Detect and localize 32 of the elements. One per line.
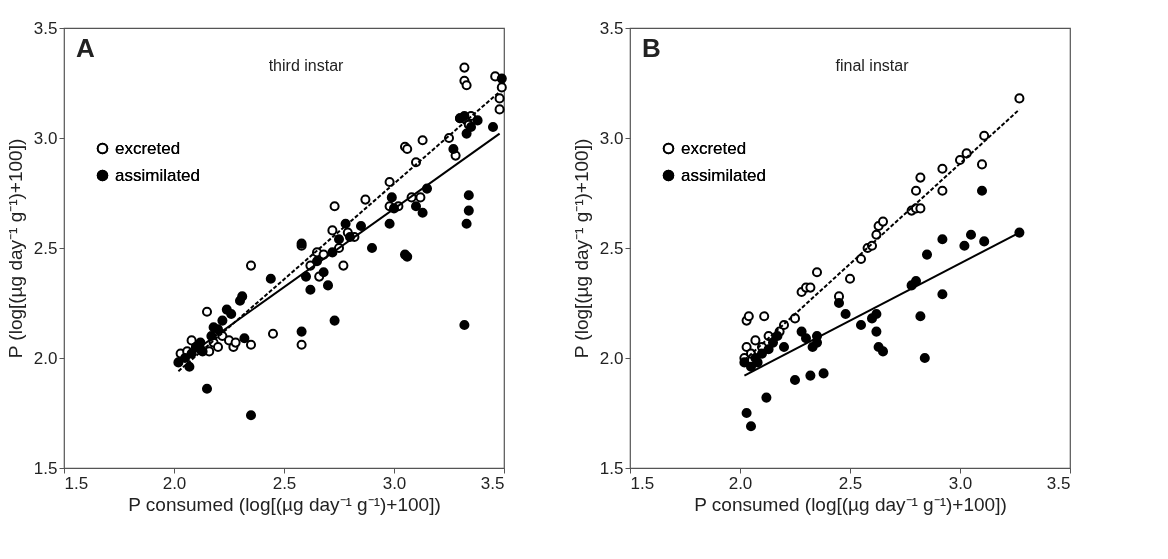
legend-label: assimilated <box>681 165 767 185</box>
text: final instar <box>835 57 910 74</box>
x-tick-label: 1.5 <box>630 473 655 493</box>
x-tick-label: 2.0 <box>162 473 187 493</box>
y-tick-label: 3.0 <box>599 128 624 148</box>
y-tick-label: 3.5 <box>599 18 624 38</box>
x-tick-label: 3.5 <box>480 473 505 493</box>
y-tick-label: 3.5 <box>33 18 58 38</box>
x-axis-title: P consumed (log[(µg day⁻¹ g⁻¹)+100]) <box>694 493 1007 515</box>
x-tick-label: 3.5 <box>1046 473 1071 493</box>
legend-label: assimilated <box>115 165 201 185</box>
legend-label: excreted <box>115 138 181 158</box>
chart-title: B <box>642 33 661 63</box>
x-tick-label: 1.5 <box>64 473 89 493</box>
y-tick-label: 3.0 <box>33 128 58 148</box>
x-tick-label: 2.5 <box>272 473 297 493</box>
legend-label: excreted <box>681 138 747 158</box>
y-tick-label: 2.0 <box>33 348 58 368</box>
x-axis-title: P consumed (log[(µg day⁻¹ g⁻¹)+100]) <box>128 493 441 515</box>
y-axis-title: P (log[(µg day⁻¹ g⁻¹)+100]) <box>570 138 592 359</box>
chart-title: A <box>76 33 95 63</box>
y-tick-label: 2.0 <box>599 348 624 368</box>
x-tick-label: 2.0 <box>728 473 753 493</box>
y-axis-title: P (log[(µg day⁻¹ g⁻¹)+100]) <box>4 138 26 359</box>
x-tick-label: 3.0 <box>382 473 407 493</box>
x-tick-label: 3.0 <box>948 473 973 493</box>
y-tick-label: 1.5 <box>599 458 624 478</box>
y-tick-label: 2.5 <box>33 238 58 258</box>
y-tick-label: 1.5 <box>33 458 58 478</box>
x-tick-label: 2.5 <box>838 473 863 493</box>
text: third instar <box>268 57 345 74</box>
y-tick-label: 2.5 <box>599 238 624 258</box>
